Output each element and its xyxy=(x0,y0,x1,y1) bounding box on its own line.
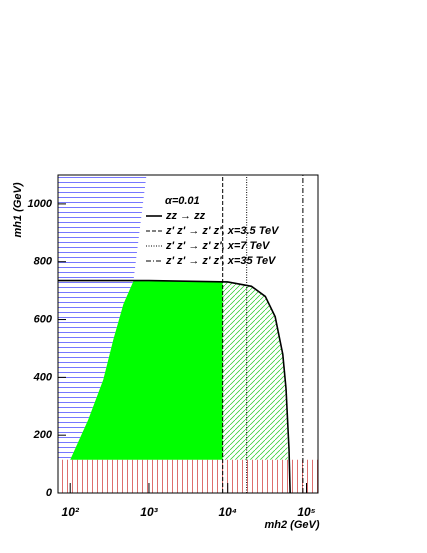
y-tick-label: 400 xyxy=(33,371,53,383)
curves xyxy=(58,175,304,493)
region xyxy=(58,459,318,493)
y-axis-title: mh1 (GeV) xyxy=(12,182,24,237)
x-tick-label: 10⁴ xyxy=(218,505,236,519)
frame xyxy=(57,174,319,494)
regions xyxy=(58,175,318,493)
y-tick-label: 200 xyxy=(33,429,53,441)
legend-label: z' z' → z' z', x=35 TeV xyxy=(165,255,277,267)
x-tick-label: 10³ xyxy=(140,505,158,519)
y-tick-label: 600 xyxy=(34,313,53,325)
legend-label: z' z' → z' z', x=3.5 TeV xyxy=(165,225,280,237)
x-tick-label: 10² xyxy=(62,505,80,519)
legend-title: α=0.01 xyxy=(165,195,200,207)
region xyxy=(222,281,288,460)
legend-label: z' z' → z' z', x=7 TeV xyxy=(165,240,271,252)
x-tick-label: 10⁵ xyxy=(297,505,315,519)
y-tick-label: 800 xyxy=(34,256,53,268)
region xyxy=(70,281,223,460)
y-tick-label: 1000 xyxy=(28,198,53,210)
x-axis-title: mh2 (GeV) xyxy=(264,519,319,531)
y-tick-label: 0 xyxy=(46,487,53,499)
curve xyxy=(58,279,291,493)
region xyxy=(58,175,147,460)
legend-label: zz → zz xyxy=(165,210,206,222)
